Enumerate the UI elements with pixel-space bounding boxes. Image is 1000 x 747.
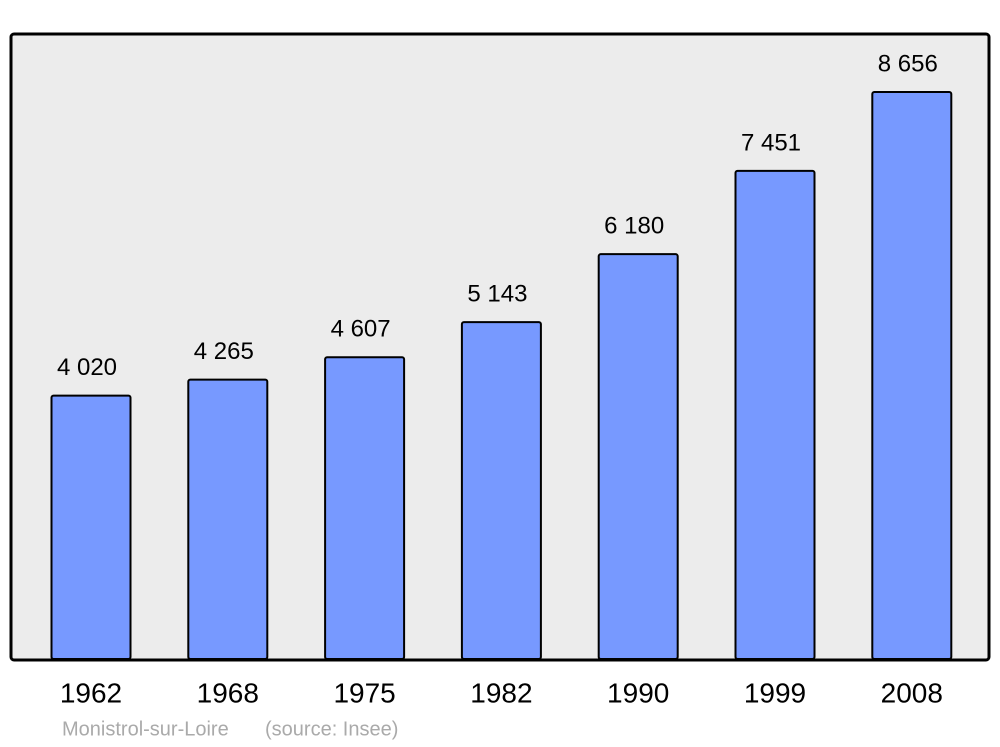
value-label: 4 265 [194,338,254,365]
bar [871,91,953,660]
bar [187,378,269,660]
bar [50,394,132,660]
x-tick-label: 2008 [881,677,943,708]
x-tick-label: 1999 [744,677,806,708]
caption-place: Monistrol-sur-Loire [62,718,229,740]
bar [460,321,542,660]
caption-source: (source: Insee) [265,718,398,740]
x-tick-label: 1975 [333,677,395,708]
bar [597,253,679,660]
value-label: 5 143 [467,280,527,307]
value-label: 7 451 [741,129,801,156]
value-label: 4 020 [57,354,117,381]
x-tick-label: 1982 [470,677,532,708]
value-label: 6 180 [604,213,664,240]
x-tick-label: 1962 [60,677,122,708]
value-label: 4 607 [331,316,391,343]
x-tick-label: 1968 [197,677,259,708]
x-tick-label: 1990 [607,677,669,708]
bar [734,169,816,661]
value-label: 8 656 [878,50,938,77]
bar [324,356,406,660]
